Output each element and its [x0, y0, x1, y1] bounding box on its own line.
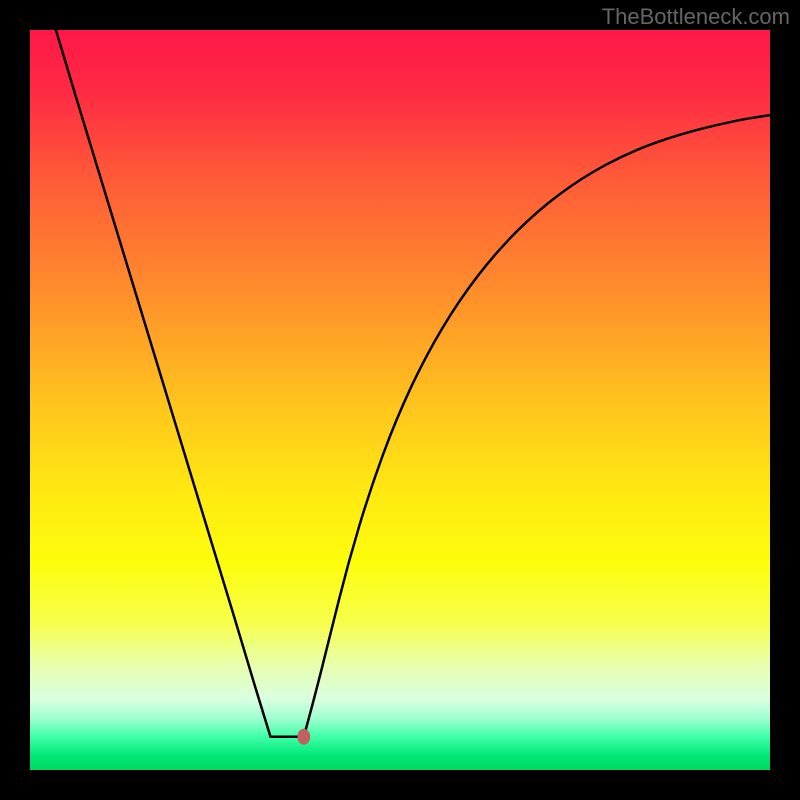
- chart-container: TheBottleneck.com: [0, 0, 800, 800]
- optimal-point-marker: [297, 729, 310, 745]
- bottleneck-chart: [0, 0, 800, 800]
- watermark-text: TheBottleneck.com: [602, 4, 790, 30]
